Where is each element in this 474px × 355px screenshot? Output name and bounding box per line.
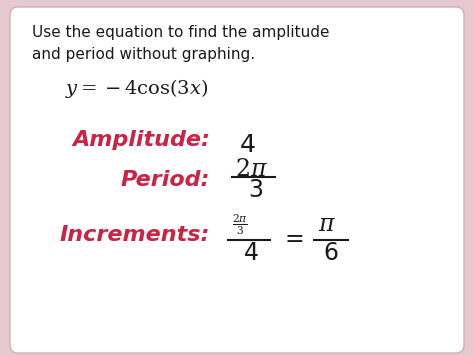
Text: Increments:: Increments:	[60, 225, 210, 245]
Text: Period:: Period:	[120, 170, 210, 190]
Text: 6: 6	[323, 241, 338, 265]
Text: =: =	[285, 227, 305, 251]
Text: Amplitude:: Amplitude:	[72, 130, 210, 150]
Text: and period without graphing.: and period without graphing.	[32, 47, 255, 62]
Text: Use the equation to find the amplitude: Use the equation to find the amplitude	[32, 25, 329, 40]
Text: 3: 3	[248, 178, 263, 202]
Text: $y = -4\mathrm{cos}(3x)$: $y = -4\mathrm{cos}(3x)$	[65, 77, 208, 100]
Text: $\frac{2\pi}{3}$: $\frac{2\pi}{3}$	[232, 212, 248, 237]
Text: 4: 4	[244, 241, 259, 265]
FancyBboxPatch shape	[10, 7, 464, 353]
Text: $2\pi$: $2\pi$	[235, 157, 268, 181]
Text: $\pi$: $\pi$	[318, 212, 336, 236]
Text: 4: 4	[240, 133, 256, 157]
